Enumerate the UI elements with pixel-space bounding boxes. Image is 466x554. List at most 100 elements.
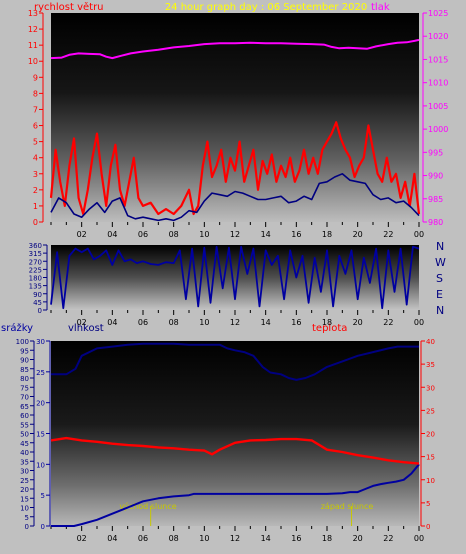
direction-chart-x-tick-label: 02 [77,318,87,327]
wind-tick-label: 3 [33,170,38,179]
top-chart-x-tick-label: 12 [230,230,240,239]
direction-tick-label: 90 [33,291,42,299]
top-chart-x-tick-label: 16 [291,230,301,239]
bottom-chart-x-tick-label: 02 [77,534,87,543]
bottom-chart-x-tick-label: 22 [383,534,393,543]
wind-tick-label: 12 [28,25,38,34]
direction-tick-label: 180 [29,275,42,283]
humidity-tick-label: 20 [20,486,29,494]
humidity-tick-label: 35 [20,458,29,466]
humidity-tick-label: 10 [20,505,29,513]
wind-direction-plot-area [51,245,419,310]
humidity-tick-label: 25 [20,477,29,485]
top-chart-x-tick-label: 22 [383,230,393,239]
top-chart-x-tick-label: 14 [261,230,271,239]
humidity-tick-label: 5 [25,514,29,522]
direction-chart-x-tick-label: 04 [107,318,117,327]
direction-label-n-bottom: N [436,304,444,317]
wind-average-line [50,173,420,222]
rain-axis-title: srážky [1,322,33,334]
bottom-chart-x-tick-label: 16 [291,534,301,543]
humidity-tick-label: 60 [20,412,29,420]
humidity-axis-title: vlhkost [68,323,104,334]
humidity-tick-label: 75 [20,384,29,392]
humidity-tick-label: 85 [20,366,29,374]
bottom-chart-x-tick-label: 04 [107,534,117,543]
direction-tick-label: 360 [29,242,42,250]
pressure-tick-label: 1015 [428,55,448,64]
humidity-tick-label: 70 [20,394,29,402]
direction-chart-x-tick-label: 22 [383,318,393,327]
wind-direction-line [50,245,420,310]
top-chart-x-tick-label: 04 [107,230,117,239]
rain-tick-label: 15 [36,431,45,439]
humidity-tick-label: 50 [20,431,29,439]
pressure-tick-label: 990 [428,172,443,181]
temperature-tick-label: 5 [426,500,430,508]
wind-tick-label: 11 [28,41,38,50]
wind-tick-label: 4 [33,154,38,163]
bottom-chart-x-tick-label: 08 [169,534,179,543]
rain-tick-label: 10 [36,461,45,469]
wind-tick-label: 5 [33,138,38,147]
wind-tick-label: 2 [33,186,38,195]
top-chart-x-tick-label: 18 [322,230,332,239]
bottom-chart-x-tick-label: 00 [414,534,424,543]
wind-gust-line [49,121,421,216]
direction-chart-x-tick-label: 08 [169,318,179,327]
wind-tick-label: 1 [33,202,38,211]
direction-label-w: W [435,256,446,269]
humidity-tick-label: 0 [25,523,29,531]
top-chart-x-tick-label: 10 [199,230,209,239]
temperature-tick-label: 30 [426,384,435,392]
bottom-chart-x-tick-label: 06 [138,534,148,543]
wind-tick-label: 0 [33,218,38,227]
rain-tick-label: 30 [36,338,45,346]
pressure-axis-title: tlak [371,2,390,13]
rain-tick-label: 20 [36,400,45,408]
direction-label-e: E [436,288,443,301]
bottom-chart-x-tick-label: 10 [199,534,209,543]
temperature-tick-label: 10 [426,477,435,485]
bottom-chart-x-tick-label: 18 [322,534,332,543]
humidity-tick-label: 55 [20,421,29,429]
wind-tick-label: 9 [33,73,38,82]
humidity-tick-label: 40 [20,449,29,457]
humidity-tick-label: 100 [16,338,29,346]
sunset-label: západ slunce [321,502,374,511]
direction-chart-x-tick-label: 10 [199,318,209,327]
temperature-tick-label: 20 [426,431,435,439]
direction-chart-x-tick-label: 12 [230,318,240,327]
wind-tick-label: 6 [33,122,38,131]
bottom-chart-x-tick-label: 20 [353,534,363,543]
humidity-tick-label: 45 [20,440,29,448]
wind-tick-label: 13 [28,9,38,18]
humidity-temperature-plot-area [51,341,419,526]
rain-tick-label: 0 [41,523,45,531]
direction-label-n-top: N [436,240,444,253]
direction-label-s: S [436,272,443,285]
humidity-tick-label: 80 [20,375,29,383]
temperature-axis-title: teplota [312,323,347,334]
direction-tick-label: 45 [33,299,42,307]
direction-tick-label: 225 [29,266,42,274]
direction-chart-x-tick-label: 00 [414,318,424,327]
rain-tick-label: 5 [41,492,45,500]
direction-chart-x-tick-label: 18 [322,318,332,327]
humidity-tick-label: 15 [20,495,29,503]
top-chart-x-tick-label: 02 [77,230,87,239]
pressure-tick-label: 1025 [428,9,448,18]
wind-pressure-plot-area [51,13,419,222]
temperature-line [50,436,420,465]
wind-axis-title: rychlost větru [34,1,104,13]
direction-tick-label: 0 [38,307,42,315]
rain-line [51,463,420,527]
top-chart-x-tick-label: 06 [138,230,148,239]
bottom-chart-x-tick-label: 12 [230,534,240,543]
direction-tick-label: 270 [29,258,42,266]
top-chart-x-tick-label: 08 [169,230,179,239]
direction-tick-label: 315 [29,250,42,258]
humidity-tick-label: 65 [20,403,29,411]
